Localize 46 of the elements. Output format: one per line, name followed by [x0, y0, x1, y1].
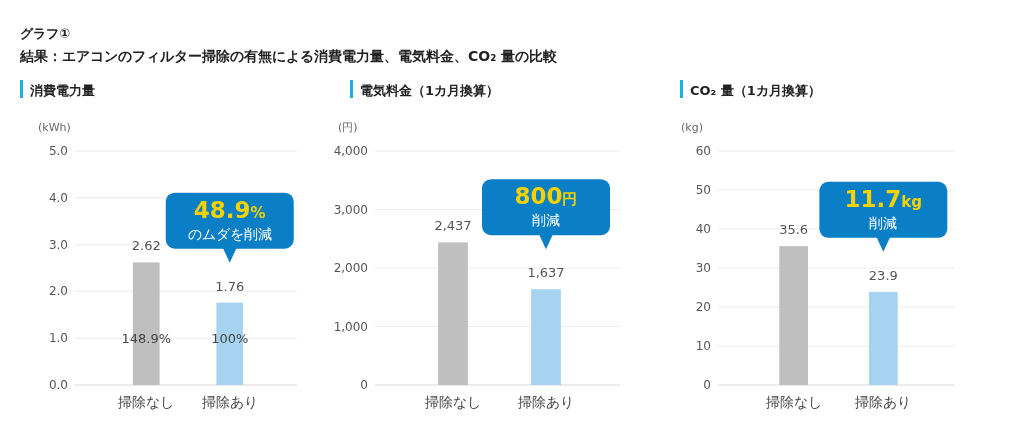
data-label: 1,637	[527, 265, 565, 281]
y-axis-title: (kg)	[681, 121, 703, 134]
y-tick-label: 0.0	[48, 378, 68, 392]
annotation: 100%	[211, 331, 249, 346]
y-tick-label: 1.0	[48, 331, 68, 346]
annotation: 800円	[514, 183, 578, 210]
y-tick-label: 3.0	[48, 237, 68, 252]
y-axis-title: (円)	[338, 121, 358, 134]
y-tick-label: 60	[695, 144, 711, 158]
y-axis-title: (kWh)	[38, 121, 71, 134]
y-tick-label: 40	[695, 222, 711, 236]
y-tick-label: 3,000	[333, 202, 368, 217]
y-tick-label: 2,000	[333, 261, 368, 275]
text: 結果：エアコンのフィルター掃除の有無による消費電力量、電気料金、CO₂ 量の比較	[19, 48, 559, 64]
y-tick-label: 30	[695, 261, 711, 275]
x-tick-label: 掃除あり	[201, 394, 258, 410]
x-tick-label: 掃除あり	[855, 394, 912, 410]
annotation: 削減	[869, 214, 898, 231]
y-tick-label: 1,000	[333, 319, 368, 334]
y-tick-label: 4.0	[48, 190, 68, 205]
y-tick-label: 0	[703, 378, 711, 392]
data-label: 1.76	[215, 278, 245, 294]
y-tick-label: 50	[695, 183, 711, 197]
annotation: のムダを削減	[187, 225, 272, 242]
data-label: 2.62	[131, 238, 161, 254]
y-tick-label: 20	[695, 300, 711, 314]
x-tick-label: 掃除あり	[517, 394, 574, 410]
x-tick-label: 掃除なし	[765, 394, 822, 410]
annotation: 148.9%	[121, 331, 172, 346]
y-tick-label: 5.0	[48, 144, 68, 158]
chart-title: CO₂ 量（1カ月換算）	[690, 83, 821, 98]
y-tick-label: 4,000	[333, 144, 368, 158]
y-tick-label: 2.0	[48, 284, 68, 299]
annotation: 11.7kg	[844, 185, 923, 212]
chart-title: 消費電力量	[29, 83, 95, 98]
annotation: 削減	[531, 212, 560, 229]
data-label: 35.6	[779, 222, 809, 238]
annotation: 48.9%	[193, 196, 266, 223]
data-label: 23.9	[868, 267, 898, 283]
data-label: 2,437	[434, 218, 472, 234]
x-tick-label: 掃除なし	[118, 394, 175, 410]
text: グラフ①	[20, 26, 71, 41]
chart-title: 電気料金（1カ月換算）	[360, 83, 500, 98]
y-tick-label: 10	[695, 339, 711, 353]
y-tick-label: 0	[360, 378, 368, 392]
x-tick-label: 掃除なし	[425, 394, 482, 410]
